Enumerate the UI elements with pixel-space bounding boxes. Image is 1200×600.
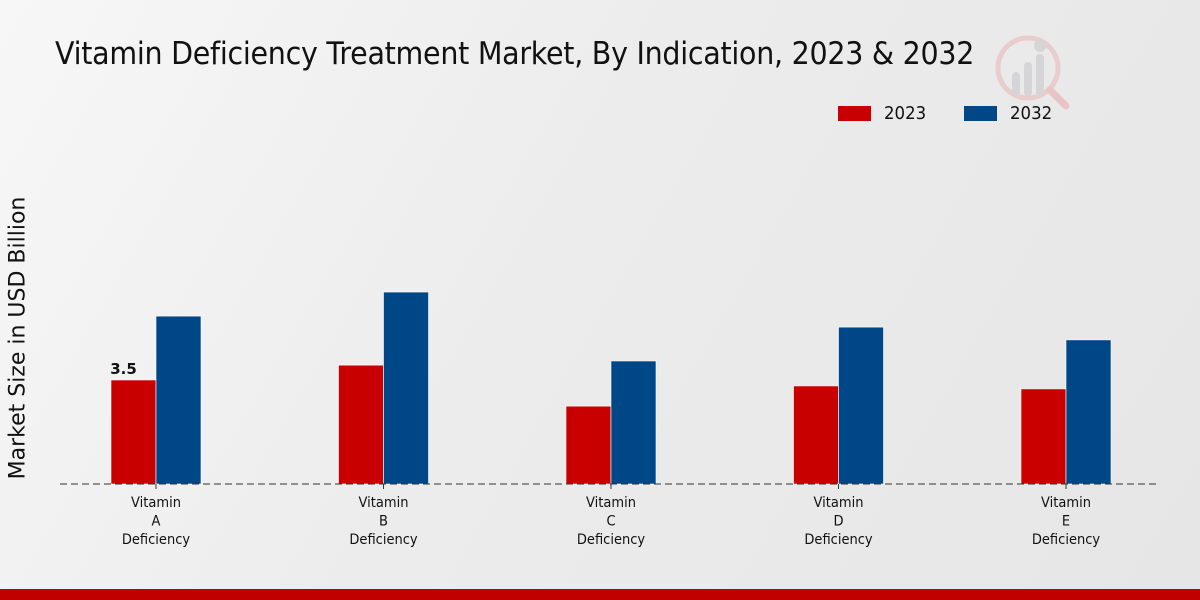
brand-watermark-icon (995, 35, 1070, 110)
bar-2023-3 (793, 385, 839, 485)
bar-2023-4 (1020, 388, 1067, 485)
x-tick-label-3-2: Deficiency (804, 531, 872, 548)
data-label-2023-0: 3.5 (110, 360, 137, 378)
bar-2023-2 (565, 405, 612, 485)
legend-label-2032: 2032 (1009, 103, 1052, 124)
legend-item-2032[interactable]: 2032 (963, 103, 1056, 124)
x-tick-label-0-2: Deficiency (122, 531, 190, 548)
x-tick-label-1-1: B (379, 513, 388, 530)
x-tick-label-0-1: A (152, 513, 161, 530)
legend-item-2023[interactable]: 2023 (838, 103, 930, 124)
legend-label-2023: 2023 (884, 103, 927, 124)
bar-2032-3 (838, 326, 884, 485)
bottom-accent-bar (0, 589, 1200, 600)
legend: 2023 2032 (838, 103, 1090, 124)
legend-swatch-2032 (963, 106, 997, 121)
x-tick-label-4-1: E (1062, 513, 1070, 530)
bar-2023-0 (110, 379, 157, 485)
x-tick-label-4-0: Vitamin (1041, 494, 1091, 511)
x-tick-label-2-2: Deficiency (577, 531, 645, 548)
bar-2032-0 (155, 315, 202, 485)
bar-2032-2 (610, 360, 657, 485)
x-tick-label-3-0: Vitamin (814, 494, 864, 511)
x-tick-label-2-0: Vitamin (586, 494, 636, 511)
x-tick-label-4-2: Deficiency (1032, 531, 1100, 548)
x-tick-label-0-0: Vitamin (131, 494, 181, 511)
bar-2032-4 (1065, 339, 1112, 485)
chart-title: Vitamin Deficiency Treatment Market, By … (55, 36, 975, 72)
bar-2032-1 (383, 291, 429, 485)
legend-swatch-2023 (838, 106, 871, 121)
x-tick-label-2-1: C (606, 513, 615, 530)
bar-2023-1 (338, 364, 384, 485)
x-tick-label-3-1: D (833, 513, 843, 530)
x-tick-label-1-0: Vitamin (359, 494, 409, 511)
x-tick-label-1-2: Deficiency (349, 531, 417, 548)
